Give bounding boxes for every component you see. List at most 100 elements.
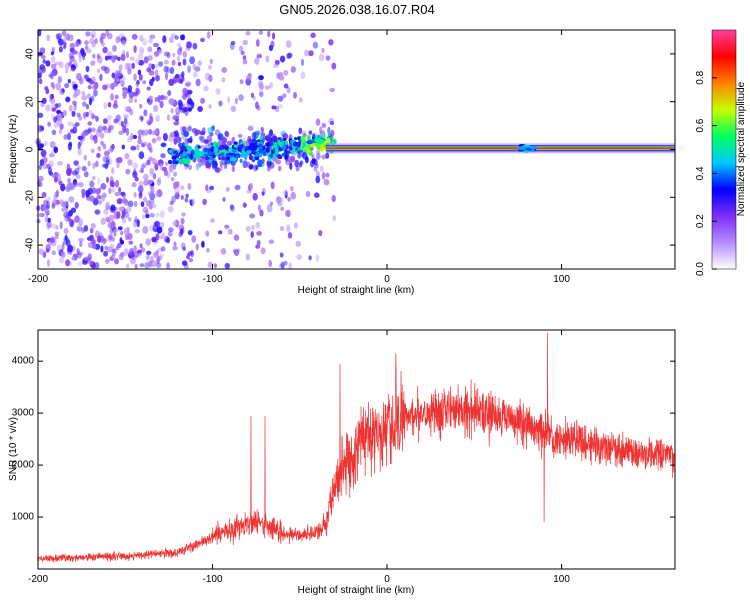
spectrogram-cell bbox=[51, 129, 57, 136]
spectrogram-cell bbox=[148, 63, 153, 68]
spectrogram-cell bbox=[41, 67, 46, 73]
ridge-feature-cell bbox=[306, 139, 314, 145]
spectrogram-cell bbox=[41, 191, 47, 198]
spectrogram-cell bbox=[155, 115, 160, 123]
y-tick-label: 3000 bbox=[12, 408, 35, 419]
spectrogram-cell bbox=[88, 236, 95, 241]
spectrogram-cell bbox=[315, 170, 320, 178]
spectrogram-cell bbox=[141, 143, 145, 148]
spectrogram-cell bbox=[89, 180, 95, 188]
spectrogram-cell bbox=[137, 185, 144, 193]
spectrogram-cell bbox=[60, 183, 66, 192]
spectrogram-cell bbox=[242, 39, 249, 46]
spectrogram-cell bbox=[41, 54, 46, 60]
spectrogram-cell bbox=[108, 187, 112, 195]
snr-y-label: SNR (10 * v/v) bbox=[8, 417, 19, 481]
spectrogram-cell bbox=[297, 140, 302, 146]
spectrogram-cell bbox=[219, 159, 224, 166]
spectrogram-cell bbox=[115, 36, 119, 44]
spectrogram-cell bbox=[306, 149, 311, 154]
spectrogram-cell bbox=[255, 101, 259, 109]
spectrogram-cell bbox=[313, 167, 318, 172]
spectrogram-cell bbox=[60, 251, 66, 258]
spectrogram-cell bbox=[83, 74, 89, 79]
spectrogram-cell bbox=[305, 190, 311, 198]
spectrogram-cell bbox=[36, 213, 43, 218]
spectrogram-cell bbox=[162, 35, 167, 43]
spectrogram-cell bbox=[208, 74, 213, 83]
spectrogram-cell bbox=[199, 130, 205, 136]
spectrogram-cell bbox=[136, 219, 140, 228]
spectrogram-cell bbox=[76, 252, 82, 259]
spectrogram-cell bbox=[120, 191, 126, 196]
spectrogram-cell bbox=[238, 45, 244, 52]
spectrogram-cell bbox=[111, 227, 118, 233]
snr-panel: -200 -100 0 100 4000 3000 2000 1000 Height of … bbox=[8, 329, 676, 596]
spectrogram-cell bbox=[139, 46, 145, 55]
spectrogram-cell bbox=[84, 74, 89, 82]
spectrogram-cell bbox=[297, 136, 301, 141]
spectrogram-cell bbox=[277, 155, 283, 160]
spectrogram-cell bbox=[87, 128, 92, 134]
spectrogram-cell bbox=[77, 135, 84, 140]
spectrogram-cell bbox=[50, 63, 57, 69]
spectrogram-cell bbox=[120, 79, 125, 87]
colorbar-tick-label: 0.0 bbox=[695, 262, 706, 276]
spectrogram-cell bbox=[51, 250, 56, 256]
spectrogram-cell bbox=[107, 115, 112, 120]
spectrogram-cell bbox=[270, 181, 275, 190]
spectrogram-cell bbox=[136, 144, 140, 151]
spectrogram-cell bbox=[173, 121, 180, 126]
spectrogram-cell bbox=[191, 235, 197, 243]
spectrogram-cell bbox=[150, 255, 154, 263]
spectrogram-cell bbox=[308, 255, 312, 261]
spectrogram-cell bbox=[76, 72, 82, 81]
spectrogram-cell bbox=[89, 38, 95, 44]
spectrogram-cell bbox=[172, 220, 177, 227]
spectrogram-cell bbox=[287, 197, 291, 202]
spectrogram-cell bbox=[134, 263, 138, 270]
spectrogram-cell bbox=[147, 46, 153, 53]
spectrogram-cell bbox=[260, 126, 264, 133]
spectrogram-cell bbox=[173, 150, 178, 154]
spectrogram-cell bbox=[130, 145, 137, 151]
spectrogram-cell bbox=[145, 238, 151, 246]
spectrogram-cell bbox=[63, 200, 69, 207]
spectrogram-cell bbox=[96, 53, 101, 59]
spectrogram-cell bbox=[129, 56, 135, 61]
spectrogram-cell bbox=[213, 263, 218, 268]
spectrogram-cell bbox=[191, 198, 195, 207]
spectrogram-cell bbox=[107, 102, 112, 108]
spectrogram-cell bbox=[180, 34, 185, 41]
spectrogram-cell bbox=[165, 66, 171, 74]
spectrogram-cell bbox=[225, 187, 230, 192]
spectrogram-cell bbox=[321, 47, 325, 54]
spectrogram-cell bbox=[67, 132, 71, 141]
spectrogram-cell bbox=[125, 127, 130, 136]
spectrogram-cell bbox=[106, 155, 110, 163]
spectrogram-cell bbox=[222, 197, 226, 202]
spectrogram-cell bbox=[189, 101, 195, 106]
spectrogram-cell bbox=[88, 109, 93, 115]
spectrogram-cell bbox=[124, 153, 130, 160]
spectrogram-cell bbox=[245, 139, 250, 147]
spectrogram-cell bbox=[38, 78, 43, 85]
spectrogram-cell bbox=[202, 198, 207, 206]
spectrogram-cell bbox=[73, 160, 79, 166]
spectrogram-cell bbox=[201, 157, 206, 164]
spectrogram-cell bbox=[332, 215, 336, 222]
spectrogram-cell bbox=[38, 128, 42, 133]
spectrogram-cell bbox=[142, 214, 146, 220]
ridge-feature-cell bbox=[226, 156, 231, 160]
spectrogram-cell bbox=[282, 144, 287, 151]
spectrogram-cell bbox=[255, 221, 261, 229]
spectrogram-cell bbox=[274, 147, 279, 152]
spectrogram-cell bbox=[176, 136, 182, 144]
spectrogram-cell bbox=[163, 169, 169, 177]
spectrogram-cell bbox=[254, 142, 258, 146]
spectrogram-cell bbox=[237, 147, 241, 151]
spectrogram-cell bbox=[331, 195, 336, 203]
spectrogram-cell bbox=[197, 145, 201, 149]
spectrogram-cell bbox=[279, 142, 283, 147]
spectrogram-cell bbox=[112, 44, 117, 52]
